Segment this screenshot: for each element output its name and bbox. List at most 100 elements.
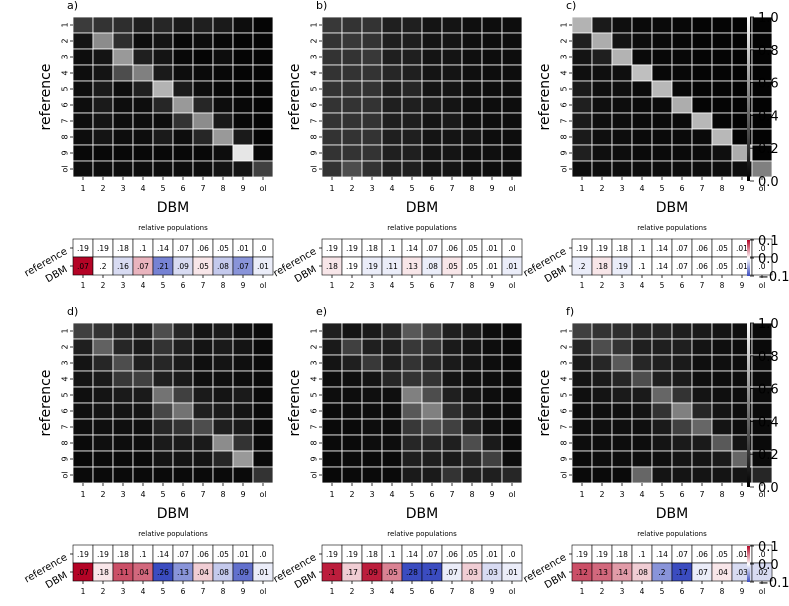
heatmap-cell (381, 80, 403, 98)
x-tick-label: 3 (369, 490, 374, 499)
heatmap-cell (691, 128, 713, 146)
x-tick-label: 8 (469, 490, 474, 499)
y-tick-label: 2 (61, 38, 70, 43)
heatmap-cell (361, 160, 383, 178)
heatmap-cell (72, 466, 94, 484)
panel-f: f) 1 1 2 2 3 3 4 4 5 5 6 6 7 7 8 8 9 9 ol ol DBM reference rela… (522, 305, 773, 596)
heatmap-cell (361, 386, 383, 404)
heatmap-cell (92, 64, 114, 82)
y-tick-label: 3 (61, 54, 70, 59)
heatmap-cell (72, 16, 94, 34)
heatmap-cell (711, 48, 733, 66)
population-value-dbm: .05 (197, 262, 209, 271)
heatmap-cell (691, 80, 713, 98)
population-value-dbm: .03 (466, 568, 478, 577)
population-value-dbm: .1 (328, 568, 335, 577)
populations-title: relative populations (138, 530, 208, 538)
heatmap-cell (481, 32, 503, 50)
heatmap-cell (651, 64, 673, 82)
heatmap-cell (341, 80, 363, 98)
panel-label: f) (566, 305, 574, 318)
heatmap-cell (611, 418, 633, 436)
y-tick-label: 4 (61, 376, 70, 381)
heatmap-cell (671, 32, 693, 50)
heatmap-cell (212, 160, 234, 178)
x-tick-label: ol (508, 490, 515, 499)
heatmap-cell (192, 144, 214, 162)
population-value-reference: .06 (696, 244, 708, 253)
heatmap-cell (481, 16, 503, 34)
heatmap-cell (461, 80, 483, 98)
x-tick-label: 3 (120, 184, 125, 193)
heatmap-cell (252, 402, 274, 420)
population-value-reference: .14 (656, 550, 668, 559)
heatmap-cell (321, 64, 343, 82)
heatmap-cell (711, 112, 733, 130)
heatmap-cell (631, 128, 653, 146)
population-value-dbm: .08 (217, 262, 229, 271)
x-tick-label: 6 (680, 587, 685, 596)
y-tick-label: 7 (61, 118, 70, 123)
population-value-dbm: .2 (578, 262, 585, 271)
heatmap-cell (651, 128, 673, 146)
x-tick-label: 2 (101, 281, 106, 290)
heatmap-cell (341, 160, 363, 178)
heatmap-cell (212, 434, 234, 452)
heatmap-cell (232, 354, 254, 372)
heatmap-cell (401, 32, 423, 50)
heatmap-cell (192, 32, 214, 50)
heatmap-cell (381, 450, 403, 468)
heatmap-cell (501, 16, 523, 34)
heatmap-cell (361, 338, 383, 356)
heatmap-cell (711, 16, 733, 34)
population-value-dbm: .2 (99, 262, 106, 271)
heatmap-cell (172, 434, 194, 452)
heatmap-cell (152, 160, 174, 178)
population-value-dbm: .13 (596, 568, 608, 577)
heatmap-cell (341, 16, 363, 34)
x-tick-label: ol (509, 587, 516, 596)
heatmap-cell (132, 450, 154, 468)
heatmap-cell (401, 144, 423, 162)
population-value-reference: .14 (406, 244, 418, 253)
y-tick-label: 4 (310, 70, 319, 75)
x-tick-label: 1 (330, 281, 335, 290)
x-tick-label: 5 (660, 281, 665, 290)
heatmap-cell (361, 322, 383, 340)
x-tick-label: 7 (700, 281, 705, 290)
heatmap-cell (481, 144, 503, 162)
heatmap-cell (691, 370, 713, 388)
heatmap-cell (591, 16, 613, 34)
heatmap-cell (441, 48, 463, 66)
heatmap-cell (651, 322, 673, 340)
colorbar-tick-label: −0.1 (758, 576, 789, 591)
heatmap-cell (481, 96, 503, 114)
population-value-reference: .14 (656, 244, 668, 253)
heatmap-cell (112, 434, 134, 452)
heatmap-cell (461, 466, 483, 484)
y-tick-label: 8 (560, 440, 569, 445)
heatmap-cell (252, 354, 274, 372)
heatmap-cell (212, 370, 234, 388)
heatmap-cell (172, 144, 194, 162)
y-tick-label: 1 (61, 22, 70, 27)
heatmap-cell (711, 450, 733, 468)
heatmap-cell (611, 354, 633, 372)
heatmap-cell (152, 370, 174, 388)
heatmap-cell (192, 434, 214, 452)
heatmap-cell (651, 450, 673, 468)
x-axis-label: DBM (157, 506, 189, 522)
heatmap-cell (152, 16, 174, 34)
heatmap-cell (192, 338, 214, 356)
population-value-reference: .05 (217, 550, 229, 559)
heatmap-cell (361, 128, 383, 146)
population-value-dbm: .21 (157, 262, 169, 271)
heatmap-cell (501, 338, 523, 356)
population-value-reference: .0 (508, 244, 515, 253)
population-value-dbm: .06 (696, 262, 708, 271)
heatmap-cell (172, 80, 194, 98)
heatmap-cell (571, 322, 593, 340)
population-value-reference: .07 (676, 244, 688, 253)
population-value-reference: .19 (326, 244, 338, 253)
y-tick-label: 1 (61, 328, 70, 333)
